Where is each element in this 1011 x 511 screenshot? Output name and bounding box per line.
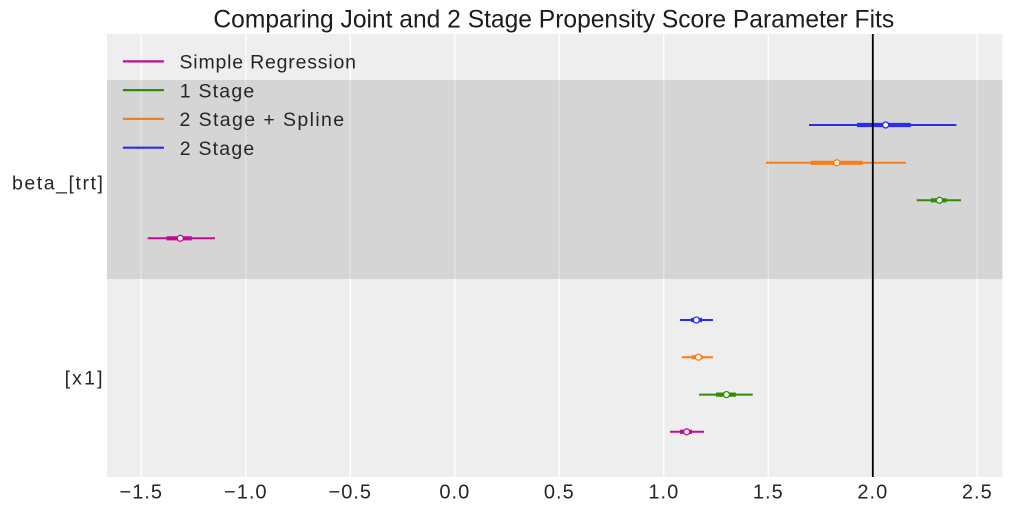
svg-text:0.5: 0.5 [544, 481, 575, 503]
svg-text:1 Stage: 1 Stage [180, 80, 256, 102]
svg-text:2.0: 2.0 [857, 481, 888, 503]
svg-text:1.5: 1.5 [753, 481, 784, 503]
svg-text:2 Stage + Spline: 2 Stage + Spline [180, 109, 346, 131]
svg-text:2 Stage: 2 Stage [180, 138, 256, 160]
svg-text:0.0: 0.0 [439, 481, 470, 503]
svg-text:Comparing Joint and 2 Stage Pr: Comparing Joint and 2 Stage Propensity S… [213, 7, 894, 34]
svg-text:−0.5: −0.5 [329, 481, 372, 503]
svg-text:1.0: 1.0 [648, 481, 679, 503]
svg-text:[x1]: [x1] [65, 367, 105, 389]
svg-text:2.5: 2.5 [962, 481, 993, 503]
svg-text:−1.0: −1.0 [224, 481, 267, 503]
svg-text:−1.5: −1.5 [120, 481, 163, 503]
svg-text:beta_[trt]: beta_[trt] [12, 172, 105, 194]
svg-text:Simple Regression: Simple Regression [180, 52, 357, 74]
